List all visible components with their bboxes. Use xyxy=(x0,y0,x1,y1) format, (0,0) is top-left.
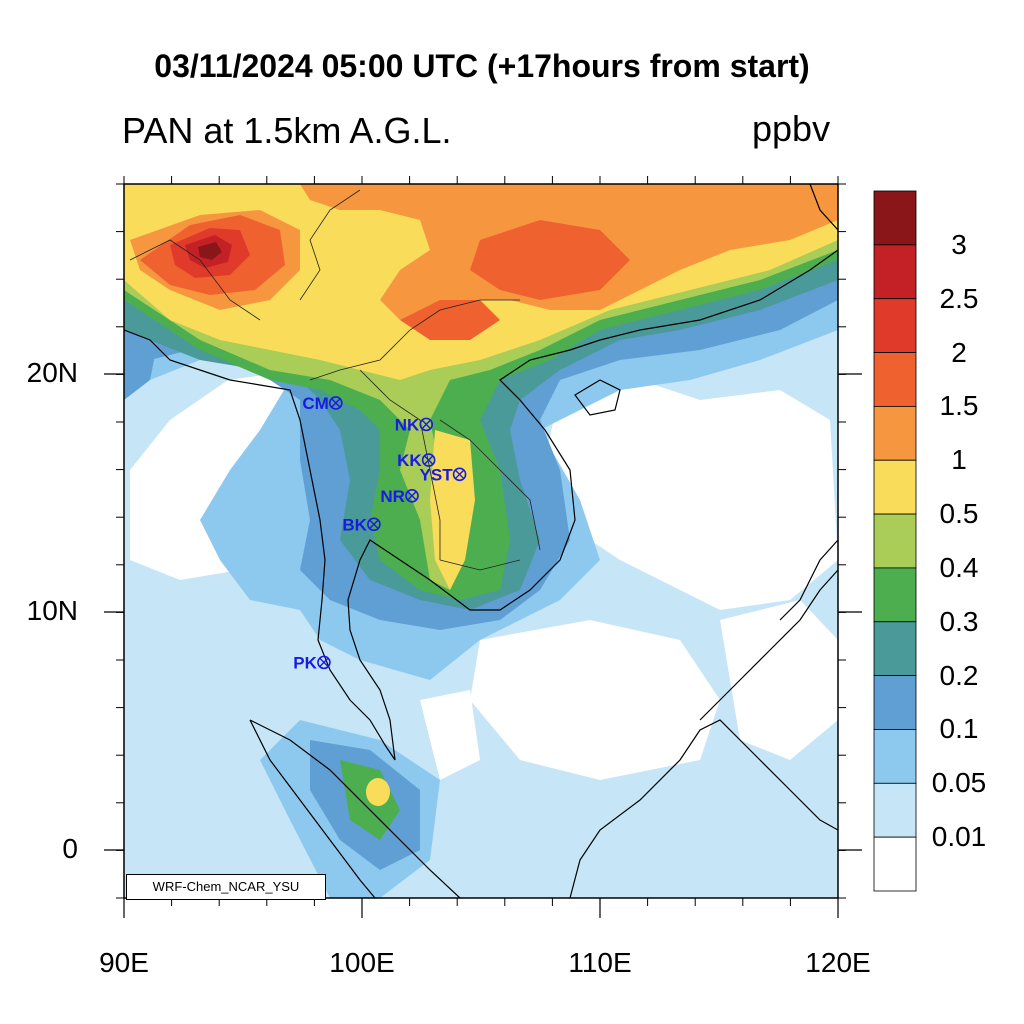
map-frame xyxy=(123,183,839,899)
coast-philippines xyxy=(779,539,838,621)
coast-taiwan xyxy=(809,184,838,231)
model-credit: WRF-Chem_NCAR_YSU xyxy=(126,874,326,900)
variable-label: PAN at 1.5km A.G.L. xyxy=(122,110,452,151)
colorbar-swatch xyxy=(873,244,917,300)
concentration-field xyxy=(124,184,838,898)
station-yst: YST xyxy=(420,465,467,484)
border-myanmar-china xyxy=(299,189,361,301)
station-marker-icon xyxy=(419,417,434,432)
field-white-scs-south xyxy=(470,620,720,780)
colorbar-swatch xyxy=(873,675,917,730)
lat-tick-20N: 20N xyxy=(26,357,78,388)
station-cross xyxy=(331,398,341,408)
units-label: ppbv xyxy=(752,108,831,149)
station-nr: NR xyxy=(380,487,419,506)
colorbar-level-label: 0.2 xyxy=(939,659,979,691)
colorbar-level-label: 2.5 xyxy=(939,282,979,314)
station-marker-icon xyxy=(367,517,381,532)
station-nk: NK xyxy=(395,415,434,434)
field-white-east xyxy=(720,600,838,760)
station-cm: CM xyxy=(302,394,343,413)
map-title: 03/11/2024 05:00 UTC (+17hours from star… xyxy=(154,48,810,84)
station-marker-icon xyxy=(452,467,467,482)
station-label: BK xyxy=(342,515,367,534)
lat-tick-10N: 10N xyxy=(26,595,78,626)
station-bk: BK xyxy=(342,515,381,534)
colorbar-swatch xyxy=(873,782,917,838)
colorbar-swatch xyxy=(873,567,917,623)
station-kk: KK xyxy=(397,451,436,470)
colorbar-level-label: 1.5 xyxy=(939,390,979,422)
colorbar-swatch xyxy=(873,621,917,677)
colorbar-level-label: 3 xyxy=(951,228,967,260)
lon-tick-110E: 110E xyxy=(568,947,632,978)
station-cross xyxy=(319,657,329,668)
colorbar-swatch xyxy=(873,513,917,569)
lon-tick-120E: 120E xyxy=(805,947,871,978)
colorbar-swatch xyxy=(873,729,917,784)
coast-palawan xyxy=(699,569,838,721)
lat-tick-0: 0 xyxy=(62,833,78,864)
station-label: NK xyxy=(395,415,420,434)
colorbar-level-label: 0.1 xyxy=(939,713,979,745)
colorbar xyxy=(873,190,917,892)
border-north xyxy=(309,299,520,381)
colorbar-swatch xyxy=(873,298,917,353)
colorbar-level-label: 0.01 xyxy=(931,821,987,853)
colorbar-swatch xyxy=(873,352,917,407)
coastlines xyxy=(124,184,838,898)
colorbar-level-label: 2 xyxy=(951,336,967,368)
station-marker-icon xyxy=(405,488,419,503)
coast-east xyxy=(347,249,838,761)
station-marker-icon xyxy=(317,655,331,670)
station-cross xyxy=(421,419,431,430)
field-3.0 xyxy=(198,242,222,260)
colorbar-level-label: 0.3 xyxy=(939,605,979,637)
station-label: CM xyxy=(302,394,328,413)
station-marker-icon xyxy=(329,396,343,410)
lon-tick-90E: 90E xyxy=(99,947,149,978)
borders xyxy=(129,189,541,571)
coast-borneo xyxy=(569,719,838,898)
station-marker-icon xyxy=(421,453,436,467)
coast-west xyxy=(124,329,396,761)
field-1.5-china xyxy=(470,220,630,300)
border-laos-vietnam xyxy=(439,419,541,551)
colorbar-swatch xyxy=(873,459,917,515)
field-white-scs-north xyxy=(545,380,838,610)
station-cross xyxy=(369,519,379,530)
station-cross xyxy=(407,491,417,501)
field-1.5-yunnan xyxy=(400,300,500,340)
colorbar-swatch xyxy=(873,405,917,461)
station-cross xyxy=(423,455,434,465)
station-label: PK xyxy=(293,653,317,672)
colorbar-level-label: 1 xyxy=(951,444,967,476)
minor-ticks xyxy=(116,176,846,906)
coast-hainan xyxy=(574,379,621,416)
colorbar-swatch xyxy=(873,836,917,892)
colorbar-level-label: 0.05 xyxy=(931,767,987,799)
station-label: YST xyxy=(420,465,454,484)
colorbar-swatch xyxy=(873,190,917,246)
field-0.5-sumatra xyxy=(366,778,390,806)
colorbar-level-label: 0.5 xyxy=(939,498,979,530)
station-label: NR xyxy=(380,487,405,506)
station-label: KK xyxy=(397,451,422,470)
coast-sumatra xyxy=(249,719,461,898)
colorbar-level-label: 0.4 xyxy=(939,551,979,583)
border-cambodia xyxy=(439,559,521,571)
station-pk: PK xyxy=(293,653,331,672)
border-india xyxy=(129,239,261,321)
station-cross xyxy=(454,469,465,480)
field-white-gulf xyxy=(420,690,480,780)
lon-tick-100E: 100E xyxy=(329,947,395,978)
border-thai-laos xyxy=(359,369,441,560)
